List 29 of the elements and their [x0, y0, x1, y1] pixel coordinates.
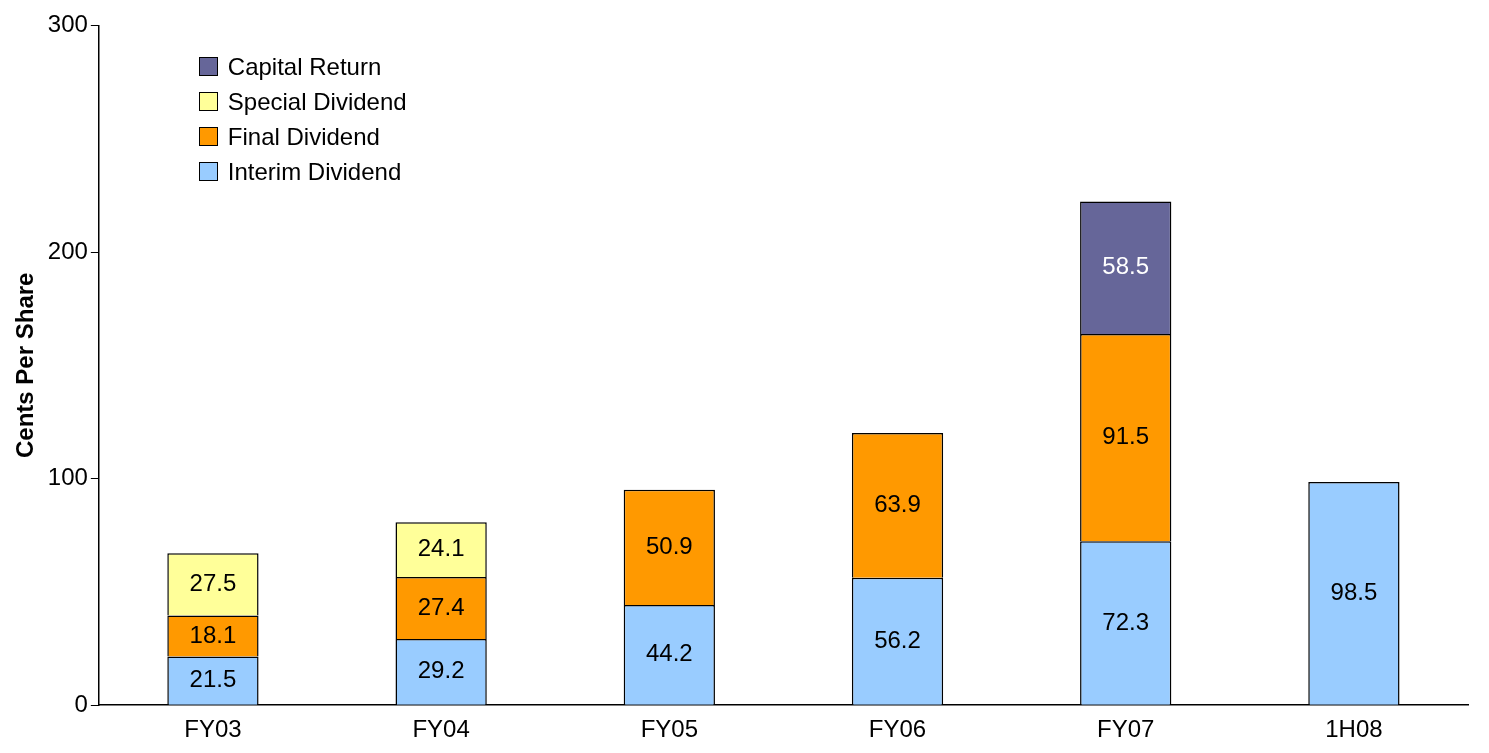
data-label: 58.5 [1102, 252, 1150, 280]
legend-label: Capital Return [227, 52, 382, 81]
data-label: 91.5 [1102, 422, 1150, 450]
data-label: 21.5 [189, 665, 237, 693]
x-tick-label: FY06 [868, 715, 927, 743]
data-label: 27.4 [417, 592, 465, 620]
y-tick-label: 0 [74, 689, 88, 717]
legend-label: Interim Dividend [227, 157, 402, 186]
data-label: 56.2 [874, 625, 921, 653]
y-tick-label: 300 [47, 10, 88, 38]
data-label: 18.1 [189, 620, 237, 648]
data-label: 27.5 [189, 568, 237, 596]
x-tick-label: 1H08 [1325, 715, 1383, 743]
y-tick-label: 200 [47, 236, 88, 264]
data-label: 24.1 [417, 534, 465, 562]
x-tick-label: FY03 [184, 715, 242, 743]
y-axis-title: Cents Per Share [11, 272, 39, 459]
data-label: 72.3 [1102, 607, 1150, 635]
data-label: 29.2 [417, 656, 465, 684]
legend-label: Special Dividend [227, 87, 407, 116]
x-tick-label: FY04 [412, 715, 470, 743]
x-tick-label: FY07 [1097, 715, 1155, 743]
data-label: 50.9 [645, 532, 693, 559]
y-tick-label: 100 [47, 463, 88, 491]
data-label: 44.2 [645, 639, 693, 667]
legend-label: Final Dividend [227, 122, 380, 151]
data-label: 63.9 [874, 490, 921, 518]
data-label: 98.5 [1330, 577, 1378, 605]
x-tick-label: FY05 [640, 715, 699, 743]
